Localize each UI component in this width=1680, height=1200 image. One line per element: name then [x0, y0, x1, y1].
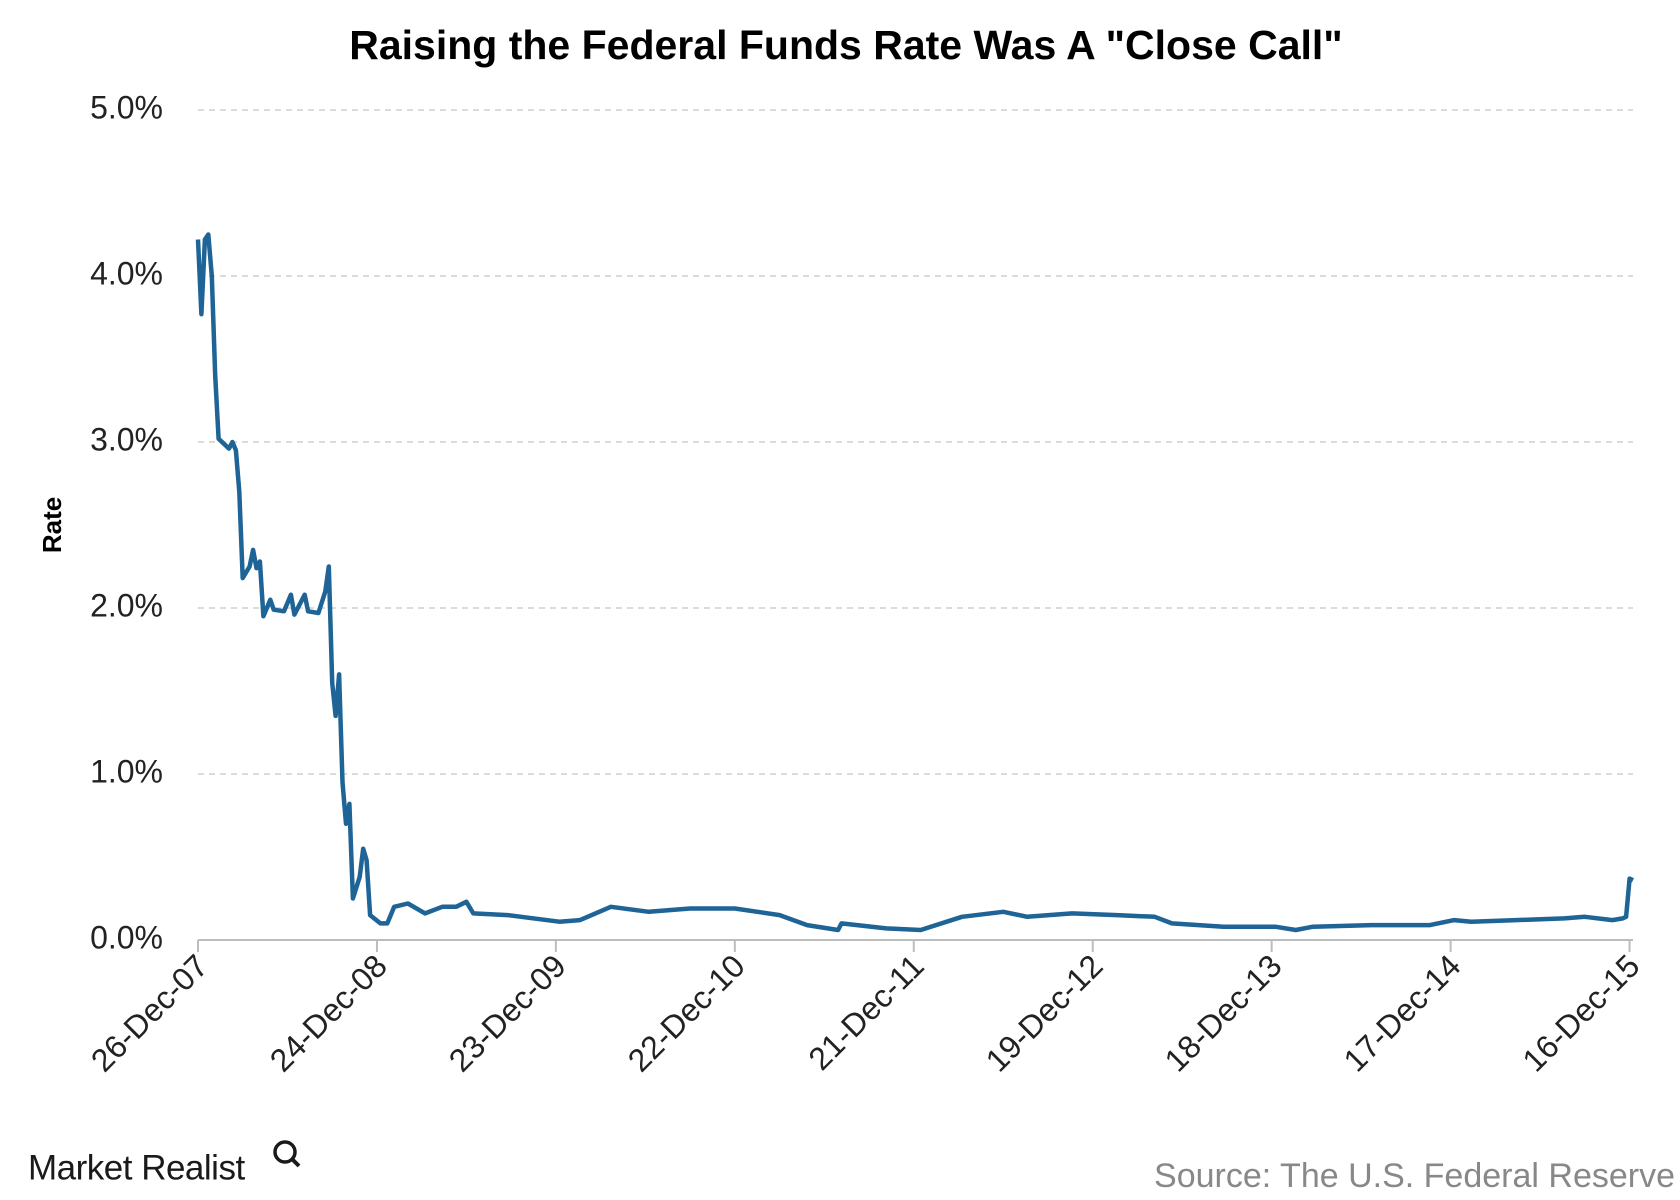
y-axis-label: Rate — [37, 497, 67, 553]
x-tick-label: 22-Dec-10 — [621, 947, 752, 1078]
source-note: Source: The U.S. Federal Reserve — [1154, 1157, 1675, 1195]
brand-icon — [273, 1140, 301, 1168]
x-tick-label: 24-Dec-08 — [263, 947, 394, 1078]
y-tick-label: 1.0% — [90, 753, 163, 789]
y-tick-label: 2.0% — [90, 587, 163, 623]
x-tick-label: 26-Dec-07 — [84, 947, 215, 1078]
chart-title: Raising the Federal Funds Rate Was A "Cl… — [349, 22, 1342, 68]
x-tick-label: 19-Dec-12 — [979, 947, 1110, 1078]
x-tick-label: 23-Dec-09 — [442, 947, 573, 1078]
y-tick-label: 5.0% — [90, 89, 163, 125]
brand-logo: Market Realist — [28, 1148, 245, 1187]
y-tick-label: 0.0% — [90, 919, 163, 955]
x-tick-label: 17-Dec-14 — [1336, 947, 1467, 1078]
x-tick-label: 21-Dec-11 — [801, 947, 930, 1076]
x-tick-label: 16-Dec-15 — [1515, 947, 1646, 1078]
y-tick-label: 4.0% — [90, 255, 163, 291]
x-tick-label: 18-Dec-13 — [1158, 947, 1289, 1078]
data-line — [195, 232, 1634, 933]
y-tick-label: 3.0% — [90, 421, 163, 457]
